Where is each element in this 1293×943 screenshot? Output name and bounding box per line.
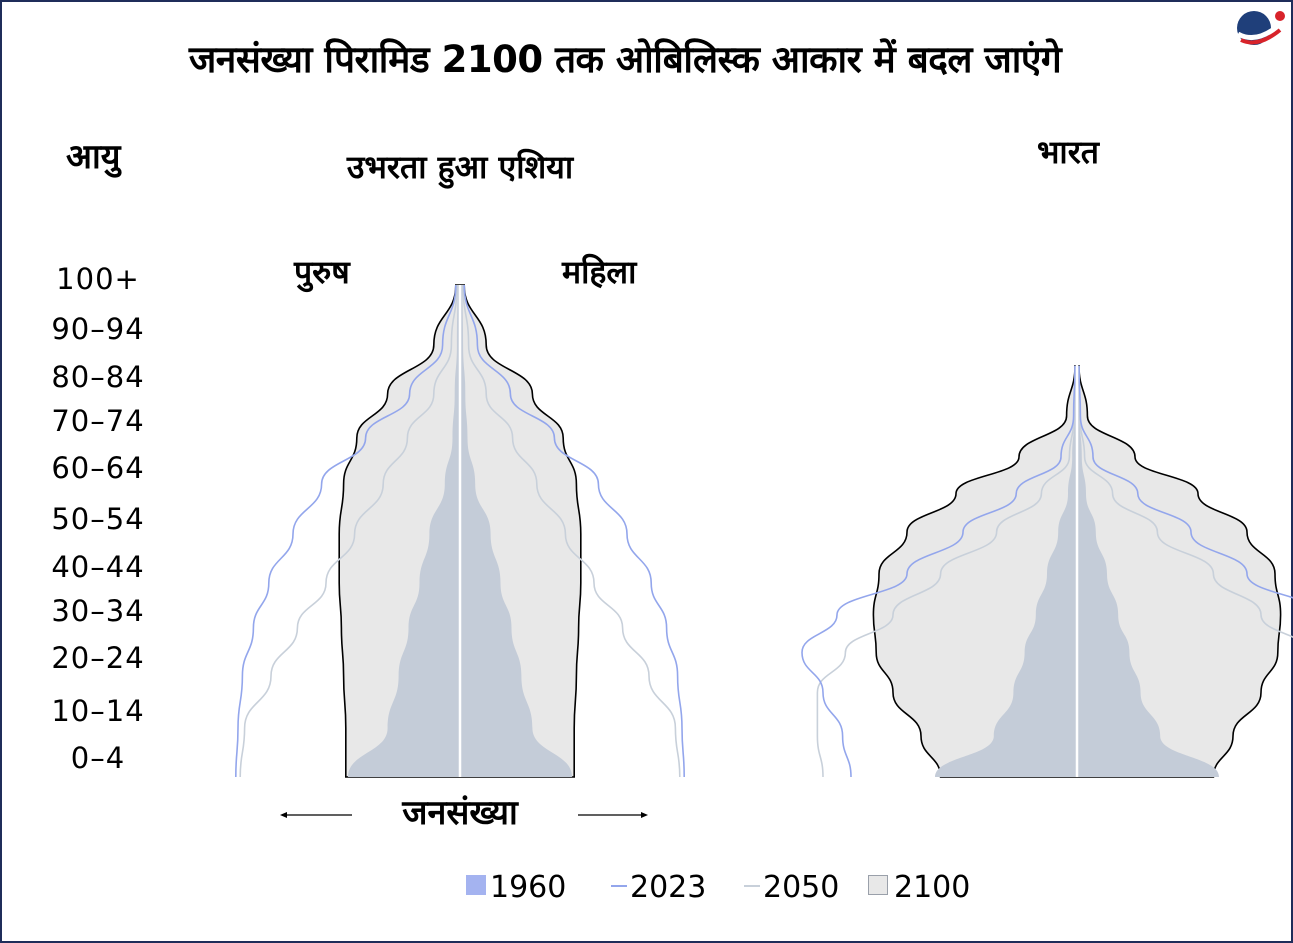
legend-swatch-2100 [868, 875, 888, 895]
x-axis-title: जनसंख्या [402, 793, 518, 833]
series-2050-panel-1-left-line [239, 284, 458, 778]
legend-label-2023: 2023 [630, 870, 707, 905]
series-2023-panel-1-left-line [235, 284, 457, 778]
age-tick-label: 60–64 [51, 451, 145, 485]
series-2023-panel-2-left-line [801, 365, 1076, 778]
age-axis-title: आयु [66, 137, 121, 177]
chart-title: जनसंख्या पिरामिड 2100 तक ओबिलिस्क आकार म… [188, 38, 1062, 81]
legend-item-1960: 1960 [466, 870, 566, 905]
legend-swatch-1960 [466, 875, 486, 895]
age-tick-label: 70–74 [51, 404, 145, 438]
panel-title-emerging-asia: उभरता हुआ एशिया [346, 148, 574, 186]
series-2023-panel-2-right-line [1078, 365, 1293, 599]
age-tick-label: 0–4 [70, 741, 126, 775]
legend-swatch-2023 [611, 885, 627, 887]
legend-swatch-2050 [744, 885, 760, 887]
legend-label-2050: 2050 [763, 870, 840, 905]
legend-label-1960: 1960 [490, 870, 567, 905]
legend-label-2100: 2100 [894, 870, 971, 905]
x-arrow-right-head [641, 812, 648, 818]
legend-item-2050: 2050 [744, 870, 839, 905]
gender-label-male: पुरुष [294, 253, 350, 291]
brand-logo-icon [1236, 11, 1285, 45]
legend-item-2100: 2100 [868, 870, 970, 905]
age-tick-label: 40–44 [51, 550, 145, 584]
x-arrow-left-head [280, 812, 287, 818]
panel-title-india: भारत [1036, 133, 1100, 171]
age-tick-label: 10–14 [51, 694, 145, 728]
series-2050-panel-2-right-line [1078, 365, 1293, 638]
age-tick-label: 30–34 [51, 594, 145, 628]
age-tick-label: 50–54 [51, 502, 145, 536]
series-2050-panel-2-left-line [816, 365, 1076, 778]
age-tick-label: 100+ [56, 262, 140, 296]
series-2023-panel-1-right-line [463, 284, 685, 778]
series-2050-panel-1-right-line [462, 284, 681, 778]
age-tick-label: 80–84 [51, 360, 145, 394]
age-tick-label: 90–94 [51, 312, 145, 346]
gender-label-female: महिला [562, 253, 637, 291]
legend-item-2023: 2023 [611, 870, 706, 905]
age-tick-label: 20–24 [51, 641, 145, 675]
